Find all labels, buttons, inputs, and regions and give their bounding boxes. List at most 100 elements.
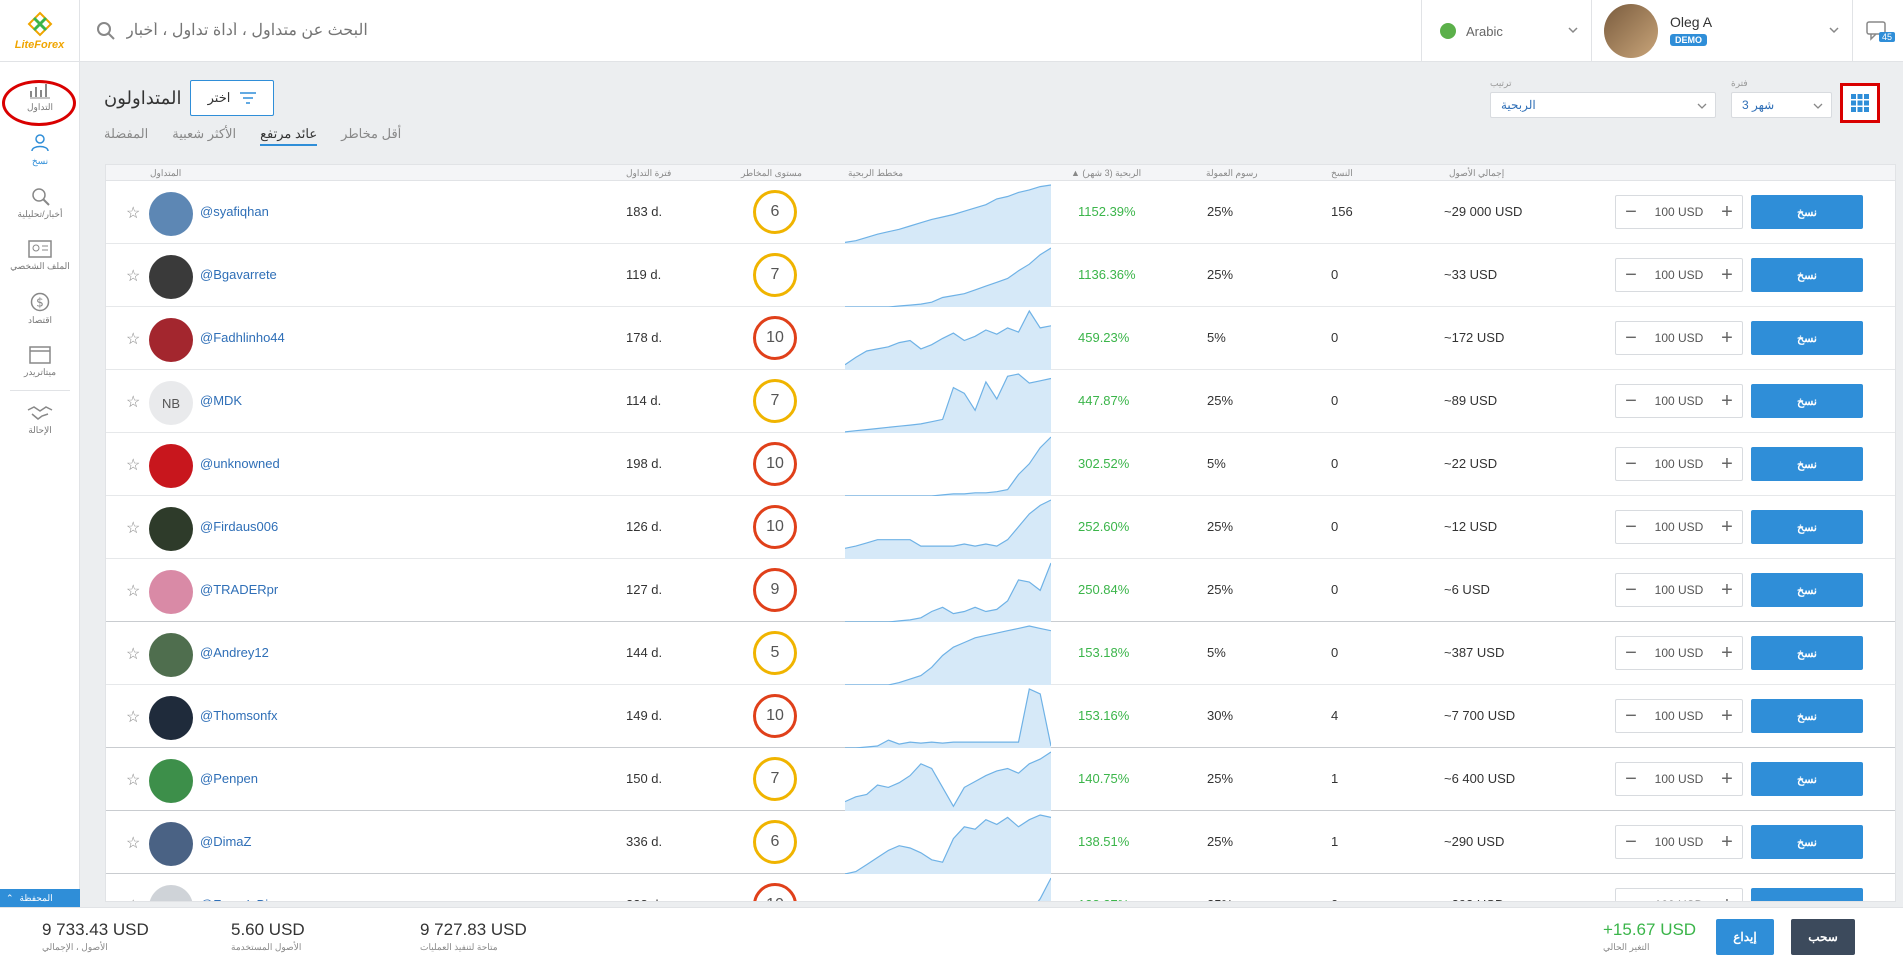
trader-avatar[interactable] xyxy=(149,696,193,740)
logo[interactable]: LiteForex xyxy=(0,0,80,62)
sidebar-item-copy[interactable]: نسخ xyxy=(0,123,80,176)
plus-icon[interactable]: + xyxy=(1721,326,1733,349)
copy-button[interactable]: نسخ xyxy=(1751,384,1863,418)
trader-avatar[interactable] xyxy=(149,318,193,362)
trader-avatar[interactable] xyxy=(149,444,193,488)
trader-nickname[interactable]: @Fadhlinho44 xyxy=(200,330,285,345)
withdraw-button[interactable]: سحب xyxy=(1791,919,1855,955)
trader-nickname[interactable]: @Penpen xyxy=(200,771,259,786)
minus-icon[interactable]: − xyxy=(1625,389,1637,412)
plus-icon[interactable]: + xyxy=(1721,704,1733,727)
sidebar-item-referral[interactable]: الإحالة xyxy=(0,393,80,446)
minus-icon[interactable]: − xyxy=(1625,767,1637,790)
search-input[interactable] xyxy=(126,22,726,40)
copy-button[interactable]: نسخ xyxy=(1751,510,1863,544)
amount-value[interactable]: 100 USD xyxy=(1654,331,1704,345)
favorite-star-icon[interactable]: ☆ xyxy=(126,394,141,411)
deposit-button[interactable]: إيداع xyxy=(1716,919,1774,955)
amount-stepper[interactable]: − 100 USD + xyxy=(1615,447,1743,481)
trader-avatar[interactable] xyxy=(149,885,193,901)
minus-icon[interactable]: − xyxy=(1625,263,1637,286)
favorite-star-icon[interactable]: ☆ xyxy=(126,646,141,663)
amount-value[interactable]: 100 USD xyxy=(1654,268,1704,282)
tab-favorites[interactable]: المفضلة xyxy=(104,126,149,141)
user-menu[interactable]: Oleg A DEMO xyxy=(1591,0,1852,62)
trader-nickname[interactable]: @Thomsonfx xyxy=(200,708,278,723)
trader-avatar[interactable] xyxy=(149,192,193,236)
plus-icon[interactable]: + xyxy=(1721,263,1733,286)
copy-button[interactable]: نسخ xyxy=(1751,699,1863,733)
favorite-star-icon[interactable]: ☆ xyxy=(126,331,141,348)
amount-stepper[interactable]: − 100 USD + xyxy=(1615,510,1743,544)
table-row[interactable]: ☆ @DimaZ 336 d. 6 138.51% 25% 1 ~290 USD − 100 US… xyxy=(106,811,1895,874)
wallet-tab[interactable]: ⌃ المحفظة xyxy=(0,889,80,907)
trader-avatar[interactable] xyxy=(149,255,193,299)
minus-icon[interactable]: − xyxy=(1625,830,1637,853)
amount-value[interactable]: 100 USD xyxy=(1654,646,1704,660)
amount-stepper[interactable]: − 100 USD + xyxy=(1615,699,1743,733)
table-row[interactable]: ☆ @ForexIsBiz 338 d. 10 138.27% 25% 0 ~292 USD −… xyxy=(106,874,1895,902)
period-select[interactable]: فترة 3 شهر xyxy=(1731,78,1832,118)
sidebar-item-metatrader[interactable]: ميتاتريدر xyxy=(0,335,80,388)
amount-stepper[interactable]: − 100 USD + xyxy=(1615,825,1743,859)
copy-button[interactable]: نسخ xyxy=(1751,888,1863,901)
grid-view-button[interactable] xyxy=(1840,83,1880,123)
minus-icon[interactable]: − xyxy=(1625,515,1637,538)
trader-nickname[interactable]: @MDK xyxy=(200,393,243,408)
amount-value[interactable]: 100 USD xyxy=(1654,205,1704,219)
plus-icon[interactable]: + xyxy=(1721,767,1733,790)
plus-icon[interactable]: + xyxy=(1721,515,1733,538)
amount-stepper[interactable]: − 100 USD + xyxy=(1615,195,1743,229)
trader-avatar[interactable] xyxy=(149,759,193,803)
plus-icon[interactable]: + xyxy=(1721,389,1733,412)
amount-value[interactable]: 100 USD xyxy=(1654,835,1704,849)
favorite-star-icon[interactable]: ☆ xyxy=(126,520,141,537)
amount-value[interactable]: 100 USD xyxy=(1654,709,1704,723)
trader-nickname[interactable]: @Bgavarrete xyxy=(200,267,277,282)
sidebar-item-economy[interactable]: $ اقتصاد xyxy=(0,282,80,335)
minus-icon[interactable]: − xyxy=(1624,894,1638,902)
trader-nickname[interactable]: @DimaZ xyxy=(200,834,252,849)
favorite-star-icon[interactable]: ☆ xyxy=(126,772,141,789)
search-bar[interactable] xyxy=(96,18,896,44)
copy-button[interactable]: نسخ xyxy=(1751,762,1863,796)
favorite-star-icon[interactable]: ☆ xyxy=(126,205,141,222)
sidebar-item-analytics[interactable]: أخبار/تحليلية xyxy=(0,176,80,229)
table-row[interactable]: ☆ @Firdaus006 126 d. 10 252.60% 25% 0 ~12 USD − 1… xyxy=(106,496,1895,559)
table-row[interactable]: ☆ @unknowned 198 d. 10 302.52% 5% 0 ~22 USD − 100… xyxy=(106,433,1895,496)
table-row[interactable]: ☆ @syafiqhan 183 d. 6 1152.39% 25% 156 ~29 000 … xyxy=(106,181,1895,244)
table-row[interactable]: ☆ @Bgavarrete 119 d. 7 1136.36% 25% 0 ~33 USD − 1… xyxy=(106,244,1895,307)
amount-value[interactable]: 100 USD xyxy=(1654,394,1704,408)
favorite-star-icon[interactable]: ☆ xyxy=(126,583,141,600)
trader-avatar[interactable] xyxy=(149,570,193,614)
plus-icon[interactable]: + xyxy=(1721,452,1733,475)
period-dropdown[interactable]: 3 شهر xyxy=(1731,92,1832,118)
trader-avatar[interactable] xyxy=(149,507,193,551)
minus-icon[interactable]: − xyxy=(1625,200,1637,223)
trader-nickname[interactable]: @ForexIsBiz xyxy=(200,897,275,901)
amount-value[interactable]: 100 USD xyxy=(1655,898,1704,901)
amount-value[interactable]: 100 USD xyxy=(1654,457,1704,471)
favorite-star-icon[interactable]: ☆ xyxy=(126,835,141,852)
table-row[interactable]: ☆ @Andrey12 144 d. 5 153.18% 5% 0 ~387 USD − 100 … xyxy=(106,622,1895,685)
sort-dropdown[interactable]: الربحية xyxy=(1490,92,1716,118)
copy-button[interactable]: نسخ xyxy=(1751,636,1863,670)
amount-value[interactable]: 100 USD xyxy=(1654,520,1704,534)
amount-stepper[interactable]: − 100 USD + xyxy=(1615,258,1743,292)
minus-icon[interactable]: − xyxy=(1625,578,1637,601)
amount-stepper[interactable]: − 100 USD + xyxy=(1615,573,1743,607)
copy-button[interactable]: نسخ xyxy=(1751,258,1863,292)
copy-button[interactable]: نسخ xyxy=(1751,825,1863,859)
plus-icon[interactable]: + xyxy=(1720,894,1734,902)
favorite-star-icon[interactable]: ☆ xyxy=(126,268,141,285)
tab-high-return[interactable]: عائد مرتفع xyxy=(260,126,318,146)
trader-avatar[interactable]: NB xyxy=(149,381,193,425)
amount-stepper[interactable]: − 100 USD + xyxy=(1615,762,1743,796)
favorite-star-icon[interactable]: ☆ xyxy=(126,457,141,474)
sort-select[interactable]: ترتيب الربحية xyxy=(1490,78,1716,118)
amount-stepper[interactable]: − 100 USD + xyxy=(1615,321,1743,355)
sidebar-item-profile[interactable]: الملف الشخصي xyxy=(0,229,80,282)
trader-avatar[interactable] xyxy=(149,633,193,677)
header-profit[interactable]: ▲ الربحية (3 شهر) xyxy=(1071,168,1142,178)
minus-icon[interactable]: − xyxy=(1625,452,1637,475)
